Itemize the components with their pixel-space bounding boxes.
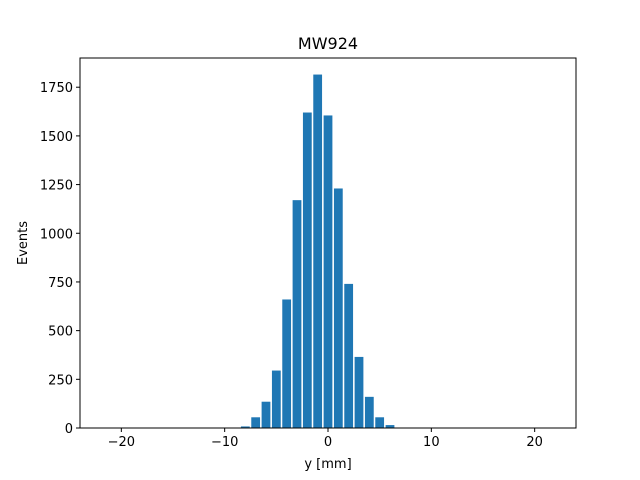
histogram-bar <box>354 356 364 428</box>
y-axis-ticks: 0 250 500 750 1000 1250 1500 1750 <box>40 81 80 437</box>
bars-group <box>240 74 405 429</box>
y-tick-label: 0 <box>65 422 73 437</box>
y-tick-label: 750 <box>48 276 73 291</box>
y-tick-label: 1750 <box>40 81 73 96</box>
histogram-bar <box>344 283 354 428</box>
chart-title: MW924 <box>298 34 358 53</box>
y-tick-label: 1000 <box>40 227 73 242</box>
y-tick-label: 1250 <box>40 179 73 194</box>
x-tick-label: −10 <box>211 435 238 450</box>
x-axis-label: y [mm] <box>304 457 351 472</box>
x-tick-label: 20 <box>526 435 543 450</box>
x-tick-label: −20 <box>108 435 135 450</box>
y-tick-label: 250 <box>48 373 73 388</box>
histogram-bar <box>385 425 395 428</box>
histogram-bar <box>240 426 250 428</box>
histogram-bar <box>271 370 281 428</box>
y-tick-label: 500 <box>48 325 73 340</box>
histogram-bar <box>364 396 374 428</box>
histogram-bar <box>333 188 343 428</box>
x-tick-label: 0 <box>324 435 332 450</box>
histogram-bar <box>292 200 302 428</box>
histogram-bar <box>302 112 312 429</box>
histogram-bar <box>375 417 385 428</box>
y-tick-label: 1500 <box>40 130 73 145</box>
histogram-bar <box>261 401 271 428</box>
histogram-bar <box>323 115 333 429</box>
histogram-bar <box>251 417 261 428</box>
x-tick-label: 10 <box>423 435 440 450</box>
x-axis-ticks: −20 −10 0 10 20 <box>108 428 543 450</box>
y-axis-label: Events <box>16 221 31 265</box>
histogram-bar <box>282 299 292 428</box>
histogram-bar <box>313 74 323 428</box>
